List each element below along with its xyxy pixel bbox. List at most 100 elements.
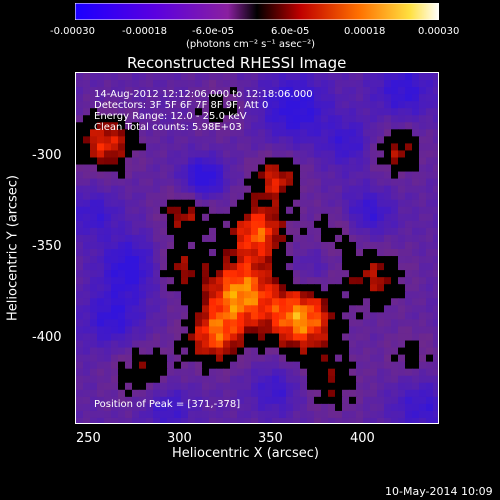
heatmap-cell bbox=[139, 284, 147, 292]
heatmap-cell bbox=[272, 199, 280, 208]
heatmap-cell bbox=[160, 284, 168, 292]
heatmap-cell bbox=[132, 164, 140, 173]
heatmap-cell bbox=[293, 256, 301, 264]
heatmap-cell bbox=[97, 129, 105, 137]
heatmap-cell bbox=[216, 396, 224, 405]
heatmap-cell bbox=[335, 298, 343, 306]
heatmap-cell bbox=[125, 298, 133, 306]
heatmap-cell bbox=[216, 361, 224, 370]
heatmap-cell bbox=[335, 206, 343, 215]
heatmap-cell bbox=[328, 94, 336, 102]
heatmap-cell bbox=[83, 213, 91, 222]
heatmap-cell bbox=[174, 171, 182, 180]
heatmap-cell bbox=[286, 347, 294, 356]
heatmap-cell bbox=[363, 164, 371, 173]
heatmap-cell bbox=[76, 312, 84, 320]
heatmap-cell bbox=[160, 270, 168, 278]
heatmap-cell bbox=[202, 164, 210, 173]
heatmap-cell bbox=[83, 171, 91, 180]
heatmap-cell bbox=[426, 157, 434, 166]
heatmap-cell bbox=[146, 368, 154, 377]
heatmap-cell bbox=[363, 206, 371, 215]
heatmap-cell bbox=[265, 185, 273, 194]
heatmap-cell bbox=[230, 143, 238, 152]
heatmap-cell bbox=[76, 80, 84, 88]
heatmap-cell bbox=[90, 115, 98, 123]
heatmap-cell bbox=[125, 389, 133, 398]
heatmap-cell bbox=[216, 122, 224, 130]
heatmap-cell bbox=[90, 312, 98, 320]
heatmap-cell bbox=[237, 403, 245, 412]
heatmap-cell bbox=[321, 305, 329, 313]
heatmap-cell bbox=[139, 312, 147, 320]
heatmap-cell bbox=[356, 80, 364, 88]
heatmap-cell bbox=[412, 249, 420, 257]
heatmap-cell bbox=[146, 249, 154, 257]
heatmap-cell bbox=[356, 277, 364, 285]
heatmap-cell bbox=[244, 129, 252, 137]
heatmap-cell bbox=[356, 87, 364, 95]
heatmap-cell bbox=[279, 312, 287, 320]
heatmap-cell bbox=[146, 227, 154, 236]
heatmap-cell bbox=[139, 87, 147, 95]
heatmap-cell bbox=[384, 136, 392, 144]
heatmap-cell bbox=[97, 101, 105, 109]
heatmap-cell bbox=[370, 291, 378, 299]
heatmap-cell bbox=[146, 94, 154, 102]
heatmap-cell bbox=[272, 375, 280, 384]
heatmap-cell bbox=[111, 354, 119, 363]
heatmap-cell bbox=[83, 129, 91, 137]
heatmap-cell bbox=[286, 361, 294, 370]
heatmap-cell bbox=[90, 389, 98, 398]
heatmap-cell bbox=[209, 192, 217, 201]
heatmap-cell bbox=[349, 94, 357, 102]
heatmap-cell bbox=[391, 87, 399, 95]
heatmap-cell bbox=[251, 389, 259, 398]
heatmap-cell bbox=[398, 298, 406, 306]
heatmap-cell bbox=[167, 298, 175, 306]
heatmap-cell bbox=[426, 80, 434, 88]
heatmap-cell bbox=[188, 241, 196, 250]
heatmap-cell bbox=[76, 122, 84, 130]
heatmap-cell bbox=[244, 382, 252, 391]
heatmap-cell bbox=[349, 347, 357, 356]
heatmap-cell bbox=[230, 94, 238, 102]
heatmap-cell bbox=[202, 389, 210, 398]
heatmap-cell bbox=[307, 115, 315, 123]
heatmap-cell bbox=[279, 73, 287, 81]
heatmap-cell bbox=[230, 403, 238, 412]
heatmap-cell bbox=[202, 178, 210, 187]
heatmap-cell bbox=[293, 270, 301, 278]
heatmap-cell bbox=[251, 171, 259, 180]
heatmap-cell bbox=[342, 150, 350, 159]
heatmap-cell bbox=[405, 382, 413, 391]
heatmap-cell bbox=[328, 312, 336, 320]
heatmap-cell bbox=[251, 241, 259, 250]
heatmap-cell bbox=[356, 227, 364, 236]
heatmap-cell bbox=[202, 319, 210, 328]
colorbar-tick: -6.0e-05 bbox=[192, 26, 234, 37]
heatmap-cell bbox=[153, 171, 161, 180]
heatmap-cell bbox=[356, 136, 364, 144]
heatmap-cell bbox=[342, 241, 350, 250]
heatmap-cell bbox=[370, 333, 378, 342]
heatmap-cell bbox=[251, 340, 259, 349]
heatmap-cell bbox=[160, 396, 168, 405]
heatmap-cell bbox=[300, 389, 308, 398]
heatmap-cell bbox=[230, 333, 238, 342]
heatmap-cell bbox=[104, 136, 112, 144]
heatmap-cell bbox=[244, 333, 252, 342]
heatmap-cell bbox=[377, 256, 385, 264]
heatmap-cell bbox=[433, 284, 438, 292]
heatmap-cell bbox=[202, 270, 210, 278]
heatmap-cell bbox=[377, 234, 385, 243]
heatmap-cell bbox=[181, 249, 189, 257]
heatmap-cell bbox=[300, 263, 308, 271]
heatmap-cell bbox=[419, 403, 427, 412]
heatmap-cell bbox=[97, 326, 105, 335]
heatmap-cell bbox=[90, 263, 98, 271]
heatmap-cell bbox=[167, 368, 175, 377]
heatmap-cell bbox=[146, 375, 154, 384]
heatmap-cell bbox=[356, 375, 364, 384]
heatmap-cell bbox=[146, 263, 154, 271]
